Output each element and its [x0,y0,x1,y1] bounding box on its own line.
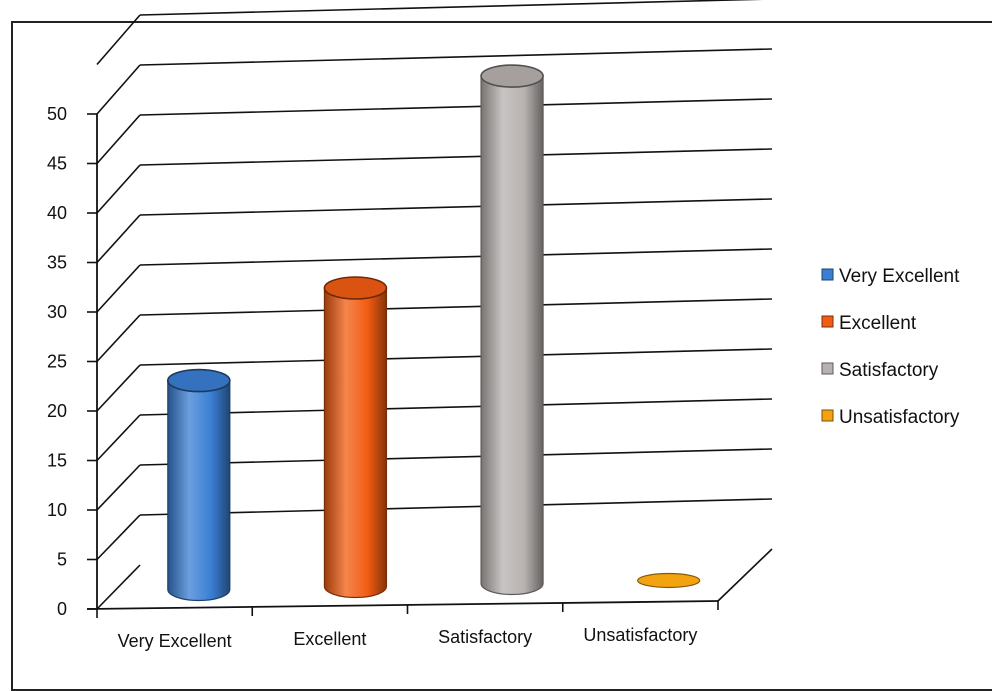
gridline-side [96,114,141,165]
gridline-back [139,298,773,316]
legend-label-excellent: Excellent [839,313,917,334]
gridline-side [96,464,141,511]
gridline-side-top [96,14,141,66]
y-tick-label: 35 [47,253,67,273]
bar-unsatisfactory [637,572,701,589]
y-axis-ticks: 0 5 10 15 20 25 30 35 40 45 50 [47,104,97,619]
gridline-side [96,414,141,462]
legend-swatch-excellent [821,315,834,328]
gridline-back [139,498,773,516]
gridline-side [96,564,141,610]
y-tick-label: 10 [47,500,67,520]
bar-excellent [323,276,388,599]
gridline-back [139,48,773,66]
x-category-label-unsatisfactory: Unsatisfactory [583,625,697,645]
x-category-label-satisfactory: Satisfactory [438,627,532,647]
gridline-side [96,364,141,412]
gridline-back [139,248,773,266]
x-axis [86,600,719,610]
y-tick-label: 45 [47,154,67,174]
legend-label-satisfactory: Satisfactory [839,360,939,381]
legend-swatch-satisfactory [821,362,834,375]
bar-satisfactory [480,64,544,596]
bar-top-unsatisfactory [637,572,701,589]
y-tick-label: 30 [47,302,67,322]
gridline-back [139,348,773,366]
legend-swatch-unsatisfactory [821,409,834,422]
gridline-back [139,148,773,166]
gridline-side [96,64,141,115]
bar-top-excellent [323,276,388,300]
bar-body-satisfactory [480,75,544,596]
bar-top-very-excellent [167,368,231,393]
gridline-side [96,214,141,264]
gridline-side [96,314,141,363]
legend: Very Excellent Excellent Satisfactory Unsat… [821,266,960,428]
gridline-back [139,398,773,416]
gridline-back [139,98,773,116]
bars [167,64,701,602]
y-tick-label: 25 [47,352,67,372]
y-tick-label: 5 [57,550,67,570]
legend-swatch-very-excellent [821,268,834,281]
chart-walls [96,0,773,610]
gridline-side [96,164,141,214]
bar-body-excellent [323,287,388,599]
y-tick-label: 0 [57,599,67,619]
x-axis-labels: Very Excellent Excellent Satisfactory Unsat… [118,625,698,651]
y-tick-label: 40 [47,203,67,223]
legend-label-unsatisfactory: Unsatisfactory [839,407,960,428]
legend-label-very-excellent: Very Excellent [839,266,960,287]
bar-top-satisfactory [480,64,544,88]
gridline-side [96,264,141,313]
x-category-label-excellent: Excellent [293,629,366,649]
axes [86,114,719,618]
gridline-side [96,514,141,561]
x-category-label-very-excellent: Very Excellent [118,631,232,651]
y-tick-label: 20 [47,401,67,421]
y-tick-label: 15 [47,451,67,471]
gridline-back [139,448,773,466]
bar-body-very-excellent [167,379,231,602]
floor-edge [717,548,773,602]
gridline-back [139,198,773,216]
gridline-back-top [139,0,765,16]
bar-very-excellent [167,368,231,602]
y-tick-label: 50 [47,104,67,124]
